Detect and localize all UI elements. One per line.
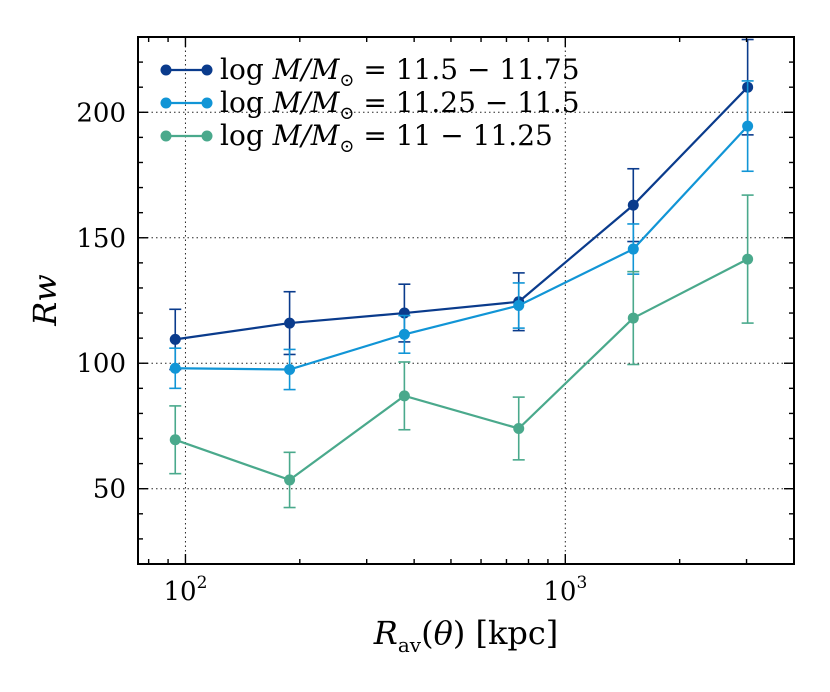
data-point [169,362,181,374]
data-point [169,434,181,446]
legend-entry-1: log M/M⊙ = 11.5 − 11.75 [160,53,580,91]
y-tick-label: 150 [76,224,126,254]
x-axis-title: Rav(θ) [kpc] [373,614,559,657]
x-tick-label: 102 [163,573,207,607]
legend-marker [160,64,172,76]
data-point [398,390,410,402]
series-2 [169,80,754,391]
grid-layer [138,37,794,564]
x-tick-label: 103 [543,573,587,607]
data-point [513,300,525,312]
data-point [627,243,639,255]
plot-frame [137,36,795,565]
legend-label: log M/M⊙ = 11.25 − 11.5 [220,86,580,124]
legend-entry-2: log M/M⊙ = 11.25 − 11.5 [160,86,580,124]
series-layer [169,38,754,509]
series-3 [169,194,754,509]
data-point [627,312,639,324]
data-point [284,474,296,486]
series-line [175,125,749,371]
y-tick-label: 200 [76,98,126,128]
legend-marker [201,97,213,109]
y-axis-title: Rw [26,274,64,326]
series-line [174,258,749,482]
data-point [284,317,296,329]
legend-marker [201,64,213,76]
data-point [627,199,639,211]
legend-marker [160,97,172,109]
legend-label: log M/M⊙ = 11 − 11.25 [220,119,553,157]
tick-layer: 50 100 150 200 102 103 [76,37,795,607]
series-line [175,86,749,341]
y-tick-label: 100 [76,349,126,379]
legend-entry-3: log M/M⊙ = 11 − 11.25 [160,119,553,157]
legend-marker [160,130,172,142]
legend-marker [201,130,213,142]
data-point [398,328,410,340]
data-point [513,422,525,434]
legend-label: log M/M⊙ = 11.5 − 11.75 [220,53,580,91]
data-point [169,333,181,345]
data-point [742,120,754,132]
data-point [742,253,754,265]
data-point [284,364,296,376]
y-tick-label: 50 [93,475,126,505]
